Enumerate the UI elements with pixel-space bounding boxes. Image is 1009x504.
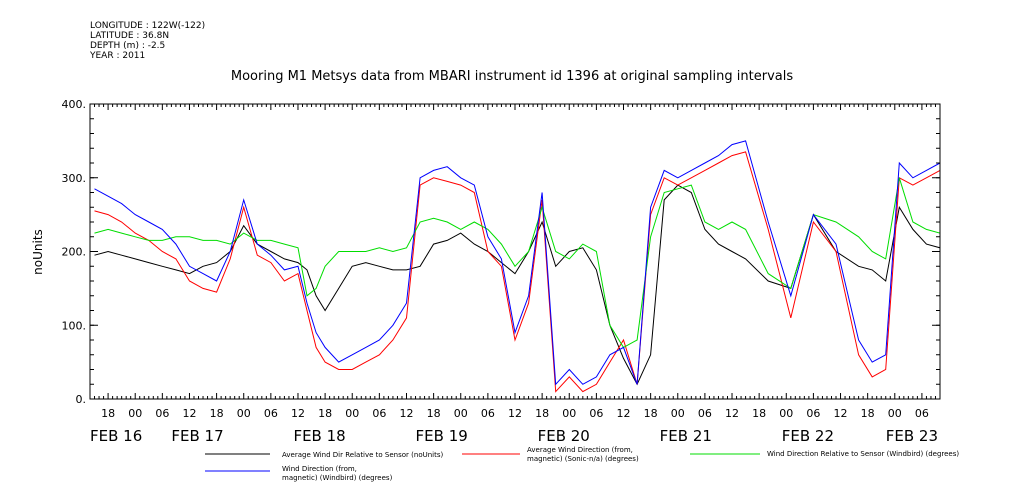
x-tick-label: 00 xyxy=(128,407,142,420)
x-tick-label: 00 xyxy=(779,407,793,420)
y-tick-label: 200. xyxy=(62,246,87,259)
x-tick-label: 12 xyxy=(834,407,848,420)
series-line-2 xyxy=(94,177,940,349)
x-day-label: FEB 22 xyxy=(782,427,834,445)
x-tick-label: 06 xyxy=(589,407,603,420)
x-day-label: FEB 19 xyxy=(416,427,468,445)
year-text: YEAR : 2011 xyxy=(90,51,146,61)
x-tick-label: 18 xyxy=(861,407,875,420)
x-tick-label: 18 xyxy=(318,407,332,420)
x-tick-label: 00 xyxy=(345,407,359,420)
x-tick-label: 06 xyxy=(155,407,169,420)
x-day-label: FEB 17 xyxy=(171,427,223,445)
plot-frame xyxy=(89,103,941,400)
y-tick-label: 100. xyxy=(62,319,87,332)
legend-label-3: magnetic) (Windbird) (degrees) xyxy=(282,474,393,482)
x-tick-label: 06 xyxy=(372,407,386,420)
x-tick-label: 06 xyxy=(481,407,495,420)
legend-label-3: Wind Direction (from, xyxy=(282,465,357,473)
legend-label-1: Average Wind Direction (from, xyxy=(527,446,633,454)
x-tick-label: 18 xyxy=(427,407,441,420)
x-tick-label: 12 xyxy=(399,407,413,420)
plot-area xyxy=(94,140,940,393)
x-day-label: FEB 18 xyxy=(293,427,345,445)
x-tick-label: 06 xyxy=(698,407,712,420)
x-tick-label: 18 xyxy=(210,407,224,420)
x-tick-label: 12 xyxy=(617,407,631,420)
x-tick-label: 06 xyxy=(264,407,278,420)
y-tick-label: 400. xyxy=(62,98,87,111)
y-tick-label: 0. xyxy=(76,393,87,406)
x-tick-label: 18 xyxy=(644,407,658,420)
x-day-label: FEB 20 xyxy=(538,427,590,445)
x-tick-label: 12 xyxy=(291,407,305,420)
series-line-1 xyxy=(94,151,940,393)
y-tick-label: 300. xyxy=(62,172,87,185)
x-tick-label: 18 xyxy=(101,407,115,420)
latitude-text: LATITUDE : 36.8N xyxy=(90,31,170,41)
x-tick-label: 00 xyxy=(237,407,251,420)
x-day-label: FEB 23 xyxy=(886,427,938,445)
x-tick-label: 12 xyxy=(182,407,196,420)
x-tick-label: 00 xyxy=(671,407,685,420)
x-day-label: FEB 16 xyxy=(90,427,142,445)
x-tick-label: 12 xyxy=(725,407,739,420)
x-tick-label: 06 xyxy=(806,407,820,420)
x-tick-label: 18 xyxy=(752,407,766,420)
legend-label-0: Average Wind Dir Relative to Sensor (noU… xyxy=(282,451,443,459)
depth-text: DEPTH (m) : -2.5 xyxy=(90,41,166,51)
metadata-block: LONGITUDE : 122W(-122) LATITUDE : 36.8N … xyxy=(90,21,205,61)
x-tick-label: 12 xyxy=(508,407,522,420)
x-tick-label: 00 xyxy=(454,407,468,420)
series-line-0 xyxy=(94,184,940,386)
x-tick-label: 00 xyxy=(888,407,902,420)
series-line-3 xyxy=(94,140,940,386)
x-tick-label: 18 xyxy=(535,407,549,420)
x-day-label: FEB 21 xyxy=(660,427,712,445)
legend-label-2: Wind Direction Relative to Sensor (Windb… xyxy=(767,450,959,458)
longitude-text: LONGITUDE : 122W(-122) xyxy=(90,21,206,31)
chart-title: Mooring M1 Metsys data from MBARI instru… xyxy=(231,69,793,84)
axes: 18 00 06 12 18 00 06 12 18 00 06 12 18 00 06 12 18 00 06 12… xyxy=(62,98,941,445)
y-axis-label: noUnits xyxy=(31,229,45,275)
legend-label-1: magnetic) (Sonic-n/a) (degrees) xyxy=(527,455,639,463)
legend: Average Wind Dir Relative to Sensor (noU… xyxy=(205,446,959,482)
x-tick-label: 00 xyxy=(562,407,576,420)
x-tick-label: 06 xyxy=(915,407,929,420)
